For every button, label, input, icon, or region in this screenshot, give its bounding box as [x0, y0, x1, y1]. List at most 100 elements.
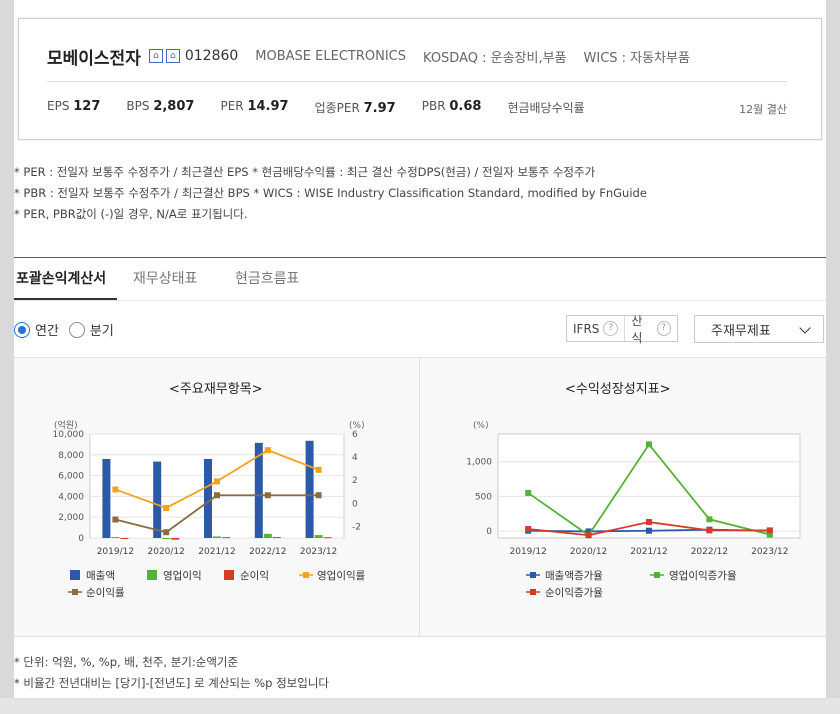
- point-영업이익률: [214, 478, 220, 485]
- y-tick-label: 0: [486, 527, 492, 537]
- quarter-label[interactable]: 분기: [89, 324, 114, 339]
- metric-label: PBR: [421, 99, 446, 113]
- unit-footnotes: * 단위: 억원, %, %p, 배, 천주, 분기:순액기준 * 비율간 전년…: [14, 652, 329, 694]
- point-매출액증가율: [646, 527, 652, 534]
- legend-swatch: [70, 570, 80, 580]
- x-tick-label: 2021/12: [630, 547, 667, 557]
- right-chart-title: <수익성장성지표>: [565, 382, 671, 397]
- metric-value: 14.97: [247, 99, 289, 114]
- bar-순이익: [222, 537, 230, 539]
- legend-label: 영업이익: [163, 569, 202, 582]
- settlement-month: 12월 결산: [739, 103, 787, 116]
- help-icon[interactable]: ?: [603, 321, 619, 336]
- y2-tick-label: 2: [352, 476, 358, 486]
- bar-순이익: [323, 537, 332, 539]
- legend-swatch: [530, 572, 536, 578]
- point-순이익률: [163, 529, 170, 536]
- note-line: * PER, PBR값이 (-)일 경우, N/A로 표기됩니다.: [14, 207, 248, 221]
- point-순이익증가율: [585, 532, 592, 539]
- metric-label: BPS: [126, 99, 150, 113]
- footnote-line: * 비율간 전년대비는 [당기]-[전년도] 로 계산되는 %p 정보입니다: [14, 676, 329, 690]
- legend-label: 매출액: [86, 570, 115, 582]
- statement-type-select[interactable]: 주재무제표: [694, 315, 824, 343]
- quarter-radio[interactable]: [68, 321, 85, 338]
- tab-balance-sheet[interactable]: 재무상태표: [133, 271, 198, 287]
- y2-tick-label: 6: [352, 430, 358, 440]
- definition-notes: * PER : 전일자 보통주 수정주가 / 최근결산 EPS * 현금배당수익…: [14, 162, 647, 225]
- point-순이익률: [112, 516, 119, 523]
- bar-영업이익: [162, 538, 171, 539]
- growth-indicator-chart: 1,000 500 0 (%) 2019/12 2020/12 2021/12 2022/12…: [466, 421, 801, 599]
- company-name: 모베이스전자: [47, 48, 141, 69]
- company-header-card: 모베이스전자 ⌂ ⌂ 012860 MOBASE ELECTRONICS KOS…: [18, 18, 822, 140]
- bar-매출액: [102, 458, 111, 538]
- period-selector: 연간 분기: [14, 320, 124, 339]
- metric-eps: EPS 127: [47, 99, 100, 116]
- bar-순이익: [272, 537, 281, 539]
- bar-영업이익: [111, 537, 120, 539]
- legend-label: 매출액증가율: [545, 570, 603, 582]
- bar-순이익: [171, 538, 180, 540]
- point-영업이익증가율: [525, 489, 532, 496]
- bar-영업이익: [263, 533, 272, 538]
- select-value: 주재무제표: [711, 323, 771, 339]
- x-tick-label: 2020/12: [148, 547, 185, 557]
- y2-tick-label: 4: [352, 453, 358, 463]
- y-tick-label: 1,000: [466, 458, 492, 468]
- tab-income-statement[interactable]: 포괄손익계산서: [16, 271, 107, 287]
- x-tick-label: 2021/12: [198, 547, 235, 557]
- point-영업이익증가율: [706, 516, 713, 523]
- bar-매출액: [254, 442, 263, 538]
- y-tick-label: 10,000: [53, 430, 85, 440]
- tab-cash-flow[interactable]: 현금흐름표: [235, 271, 300, 287]
- legend-swatch: [224, 570, 234, 580]
- y2-tick-label: 0: [352, 499, 358, 509]
- point-순이익증가율: [646, 519, 652, 526]
- point-순이익률: [264, 492, 271, 499]
- left-chart-title: <주요재무항목>: [169, 382, 263, 397]
- building-icon[interactable]: ⌂: [165, 49, 180, 63]
- legend-swatch: [654, 572, 660, 578]
- x-tick-label: 2022/12: [249, 547, 286, 557]
- footnote-line: * 단위: 억원, %, %p, 배, 천주, 분기:순액기준: [14, 655, 239, 669]
- stock-code: 012860: [184, 48, 239, 64]
- charts-section: <주요재무항목> <수익성장성지표> 10,000 8,000 6,000 4,000…: [14, 357, 826, 637]
- point-영업이익률: [112, 486, 119, 493]
- statement-options: IFRS? 산식?: [566, 314, 678, 345]
- metric-label: 업종PER: [314, 101, 360, 115]
- metric-pbr: PBR 0.68: [422, 99, 482, 116]
- annual-label[interactable]: 연간: [35, 324, 59, 339]
- point-순이익률: [315, 492, 322, 499]
- bar-순이익: [120, 538, 129, 539]
- statement-tabs: 포괄손익계산서 재무상태표 현금흐름표: [14, 258, 826, 301]
- bar-영업이익: [314, 535, 323, 538]
- point-순이익증가율: [525, 525, 532, 532]
- y-tick-label: 0: [78, 534, 84, 544]
- legend-swatch: [530, 589, 536, 595]
- y-axis-unit: (%): [473, 421, 489, 431]
- legend-swatch: [303, 572, 309, 578]
- formula-option[interactable]: 산식?: [624, 314, 677, 345]
- help-icon[interactable]: ?: [656, 321, 671, 336]
- note-line: * PBR : 전일자 보통주 수정주가 / 최근결산 BPS * WICS :…: [14, 186, 647, 200]
- active-tab-indicator: [14, 298, 117, 300]
- metric-per: PER 14.97: [220, 99, 288, 116]
- company-english-name: MOBASE ELECTRONICS: [255, 48, 406, 64]
- formula-label: 산식: [631, 313, 643, 345]
- point-순이익증가율: [706, 527, 713, 534]
- chart-divider: [419, 358, 420, 636]
- y-axis-unit: (억원): [54, 419, 78, 431]
- legend-swatch: [72, 589, 78, 595]
- legend-label: 영업이익증가율: [669, 569, 737, 582]
- point-영업이익증가율: [766, 531, 773, 538]
- metric-value: 0.68: [449, 99, 482, 114]
- market-info: KOSDAQ : 운송장비,부품: [423, 50, 567, 66]
- home-icon[interactable]: ⌂: [148, 49, 163, 63]
- annual-radio[interactable]: [14, 321, 30, 338]
- ifrs-option[interactable]: IFRS?: [567, 316, 624, 341]
- legend-swatch: [147, 570, 157, 580]
- x-tick-label: 2023/12: [751, 547, 788, 557]
- wics-info: WICS : 자동차부품: [583, 50, 690, 66]
- x-tick-label: 2020/12: [570, 547, 607, 557]
- metric-row: EPS 127 BPS 2,807 PER 14.97 업종PER 7.97 P…: [47, 99, 611, 116]
